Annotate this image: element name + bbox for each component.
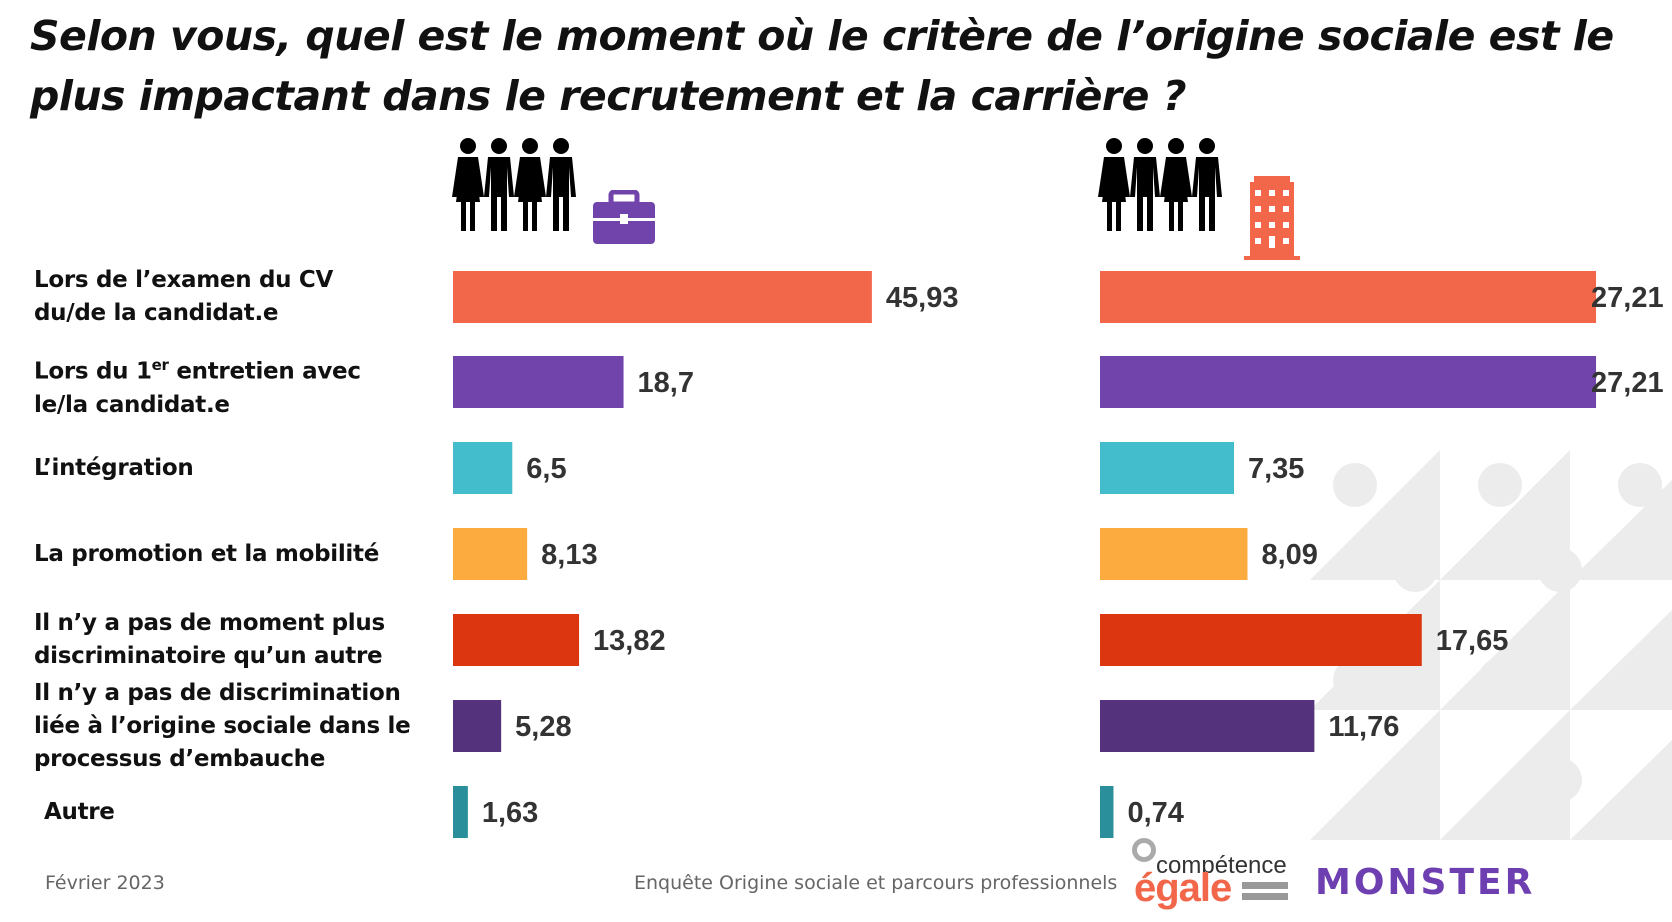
- monster-logo: MONSTER: [1315, 862, 1536, 903]
- category-label: Lors du 1er entretien avec le/la candida…: [34, 349, 404, 422]
- data-label: 5,28: [515, 711, 571, 743]
- footer-date: Février 2023: [45, 872, 165, 894]
- label-text: L’intégration: [34, 454, 194, 481]
- data-label: 11,76: [1328, 711, 1399, 743]
- bar-companies: [1100, 700, 1315, 752]
- category-label: L’intégration: [34, 452, 404, 485]
- bar-candidates: [453, 786, 468, 838]
- label-superscript: er: [151, 356, 169, 374]
- data-label: 0,74: [1127, 797, 1183, 829]
- briefcase-icon: [593, 190, 655, 244]
- label-text: entretien avec le/la candidat.e: [34, 358, 361, 418]
- bar-candidates: [453, 700, 502, 752]
- bar-companies: [1100, 528, 1248, 580]
- bar-candidates: [453, 271, 872, 323]
- category-label: Il n’y a pas de discrimination liée à l’…: [34, 677, 424, 776]
- chart-title: Selon vous, quel est le moment où le cri…: [30, 12, 1614, 120]
- label-text: Lors du 1: [34, 358, 152, 385]
- category-label: La promotion et la mobilité: [34, 538, 404, 571]
- data-label: 8,09: [1261, 539, 1317, 571]
- label-text: Lors de l’examen du CV du/de la candidat…: [34, 267, 334, 326]
- logo-egale-text: égale: [1134, 866, 1232, 910]
- bar-companies: [1100, 271, 1597, 323]
- bar-candidates: [453, 442, 513, 494]
- data-label: 27,21: [1591, 282, 1664, 314]
- data-label: 18,7: [638, 367, 694, 399]
- label-text: Il n’y a pas de discrimination liée à l’…: [34, 679, 411, 772]
- data-label: 27,21: [1591, 367, 1664, 399]
- data-label: 13,82: [593, 625, 666, 657]
- people-icon: [452, 138, 576, 231]
- data-label: 1,63: [482, 797, 538, 829]
- people-icon: [1098, 138, 1222, 231]
- data-label: 6,5: [526, 453, 566, 485]
- bar-companies: [1100, 786, 1114, 838]
- data-label: 8,13: [541, 539, 597, 571]
- data-label: 17,65: [1436, 625, 1509, 657]
- bar-candidates: [453, 614, 580, 666]
- logo-competence-text: compétence: [1156, 852, 1287, 879]
- bar-candidates: [453, 528, 528, 580]
- label-text: La promotion et la mobilité: [34, 540, 380, 567]
- category-label: Il n’y a pas de moment plus discriminato…: [34, 607, 404, 673]
- data-label: 45,93: [886, 282, 959, 314]
- building-icon: [1244, 176, 1300, 260]
- category-label: Autre: [44, 796, 414, 829]
- bar-companies: [1100, 614, 1422, 666]
- footer-source: Enquête Origine sociale et parcours prof…: [634, 872, 1118, 894]
- bar-companies: [1100, 442, 1234, 494]
- category-label: Lors de l’examen du CV du/de la candidat…: [34, 264, 404, 330]
- bar-candidates: [453, 356, 624, 408]
- label-text: Autre: [44, 798, 115, 825]
- bar-companies: [1100, 356, 1597, 408]
- label-text: Il n’y a pas de moment plus discriminato…: [34, 610, 385, 669]
- data-label: 7,35: [1248, 453, 1304, 485]
